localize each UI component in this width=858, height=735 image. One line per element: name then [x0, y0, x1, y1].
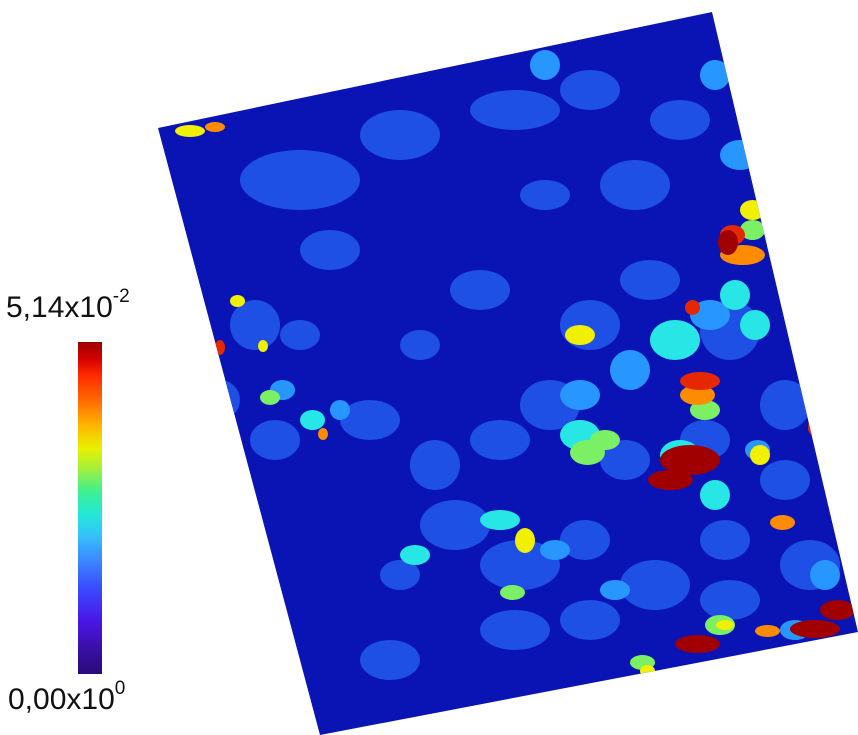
map-patch-blue [620, 560, 690, 610]
map-patch-cyan [480, 510, 520, 530]
map-patch-dark-red [790, 620, 840, 638]
map-patch-light-blue [610, 350, 650, 390]
colorbar-max-exponent: -2 [112, 286, 130, 307]
map-patch-blue [560, 70, 620, 110]
map-patch-blue [380, 560, 420, 590]
map-patch-yellow [230, 295, 245, 307]
map-patch-dark-red [648, 470, 693, 490]
map-patch-green [590, 430, 620, 450]
map-patches [175, 50, 855, 710]
map-patch-blue [700, 580, 760, 620]
map-patch-yellow [716, 620, 734, 630]
colorbar-max-mantissa: 5,14x10 [6, 291, 113, 324]
map-patch-blue [240, 150, 360, 210]
map-patch-blue [520, 180, 570, 210]
map-patch-green [500, 585, 525, 600]
map-patch-blue [650, 100, 710, 140]
map-patch-light-blue [530, 50, 560, 80]
map-patch-green [740, 220, 765, 240]
map-patch-cyan [720, 280, 750, 310]
map-patch-blue [340, 400, 400, 440]
map-patch-green [260, 390, 280, 405]
map-patch-cyan [400, 545, 430, 565]
map-patch-blue [200, 380, 240, 420]
map-patch-red [680, 372, 720, 390]
map-patch-cyan [650, 320, 700, 360]
map-patch-blue [560, 300, 620, 350]
map-patch-blue [620, 260, 680, 300]
map-patch-yellow [565, 325, 595, 345]
colorbar-min-label: 0,00x100 [8, 678, 125, 717]
map-patch-dark-red [675, 635, 720, 653]
map-patch-yellow [740, 200, 765, 220]
map-patch-blue [360, 640, 420, 680]
map-patch-blue [760, 380, 810, 430]
map-patch-blue [600, 440, 650, 480]
map-patch-cyan [620, 690, 650, 710]
map-patch-blue [760, 460, 810, 500]
map-patch-red [808, 420, 818, 435]
map-patch-blue [700, 520, 750, 560]
map-patch-blue [410, 440, 460, 490]
map-patch-red [215, 340, 225, 355]
map-patch-cyan [700, 480, 730, 510]
map-patch-light-blue [720, 140, 760, 170]
map-patch-light-blue [810, 560, 840, 590]
map-patch-red [685, 300, 700, 315]
map-patch-cyan [300, 410, 325, 430]
map-patch-orange [318, 428, 328, 440]
map-patch-light-blue [600, 580, 630, 600]
map-patch-blue [470, 420, 530, 460]
map-patch-orange [680, 385, 715, 405]
map-patch-orange [205, 122, 225, 132]
map-patch-light-blue [560, 380, 600, 410]
map-patch-yellow [750, 445, 770, 465]
map-patch-light-blue [540, 540, 570, 560]
map-patch-blue [560, 600, 620, 640]
colorbar-min-mantissa: 0,00x10 [8, 683, 115, 716]
map-patch-light-blue [700, 60, 730, 90]
colorbar-max-label: 5,14x10-2 [6, 286, 130, 325]
colorbar [78, 342, 102, 674]
map-patch-yellow [515, 528, 535, 553]
map-patch-orange [770, 515, 795, 530]
colorbar-min-exponent: 0 [114, 678, 126, 699]
map-patch-blue [480, 540, 560, 590]
map-patch-blue [600, 160, 670, 210]
map-patch-dark-red [718, 230, 738, 255]
map-patch-blue [360, 110, 440, 160]
map-patch-light-blue [330, 400, 350, 420]
map-patch-blue [560, 520, 610, 560]
map-patch-dark-red [820, 600, 855, 620]
map-patch-yellow [258, 340, 268, 352]
map-patch-yellow [175, 125, 205, 137]
map-patch-blue [480, 610, 550, 650]
map-patch-blue [230, 300, 280, 350]
map-patch-blue [400, 330, 440, 360]
map-patch-blue [450, 270, 510, 310]
map-patch-yellow [640, 665, 655, 677]
map-patch-blue [280, 320, 320, 350]
map-patch-blue [250, 420, 300, 460]
map-patch-orange [755, 625, 780, 637]
map-patch-dark-red [660, 445, 720, 475]
map-patch-blue [470, 90, 560, 130]
map-patch-red [720, 660, 745, 672]
map-patch-blue [420, 500, 490, 550]
map-patch-blue [300, 230, 360, 270]
map-patch-cyan [740, 310, 770, 340]
